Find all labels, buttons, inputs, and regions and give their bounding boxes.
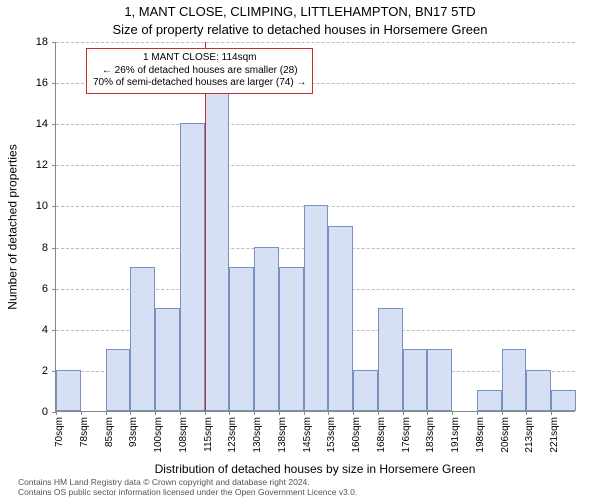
x-tick [526,411,527,415]
x-tick [56,411,57,415]
x-axis-title: Distribution of detached houses by size … [55,462,575,476]
x-tick-label: 115sqm [203,417,214,452]
x-tick-label: 153sqm [326,417,337,453]
chart-title-main: 1, MANT CLOSE, CLIMPING, LITTLEHAMPTON, … [0,4,600,19]
histogram-bar [328,226,353,411]
x-tick [155,411,156,415]
histogram-bar [279,267,304,411]
x-tick-label: 198sqm [475,417,486,453]
y-tick-label: 6 [42,283,56,295]
x-tick [304,411,305,415]
histogram-bar [427,349,452,411]
y-tick-label: 12 [36,159,56,171]
histogram-bar [477,390,502,411]
histogram-bar [155,308,180,411]
footer-line-2: Contains OS public sector information li… [18,488,357,498]
x-tick [378,411,379,415]
x-tick [551,411,552,415]
x-tick [403,411,404,415]
x-tick [180,411,181,415]
x-tick-label: 221sqm [549,417,560,453]
y-tick-label: 4 [42,324,56,336]
annotation-line-3: 70% of semi-detached houses are larger (… [93,77,306,90]
histogram-bar [502,349,527,411]
annotation-line-2: ← 26% of detached houses are smaller (28… [93,65,306,78]
histogram-bar [180,123,205,411]
x-tick [328,411,329,415]
x-tick-label: 85sqm [104,417,115,447]
x-tick [205,411,206,415]
y-tick-label: 2 [42,365,56,377]
x-tick-label: 108sqm [178,417,189,453]
x-tick-label: 100sqm [153,417,164,453]
x-tick-label: 70sqm [54,417,65,447]
gridline-h [56,124,575,125]
histogram-bar [229,267,254,411]
y-tick-label: 18 [36,36,56,48]
x-tick [279,411,280,415]
x-tick-label: 168sqm [376,417,387,453]
x-tick-label: 123sqm [227,417,238,453]
x-tick [477,411,478,415]
reference-line [205,42,206,411]
x-tick-label: 145sqm [302,417,313,453]
x-tick [229,411,230,415]
annotation-box: 1 MANT CLOSE: 114sqm ← 26% of detached h… [86,48,313,94]
y-axis-title-text: Number of detached properties [6,144,20,309]
x-tick [254,411,255,415]
x-tick [427,411,428,415]
gridline-h [56,42,575,43]
x-tick-label: 206sqm [500,417,511,453]
x-tick-label: 176sqm [401,417,412,453]
y-axis-title: Number of detached properties [6,42,20,412]
y-tick-label: 8 [42,242,56,254]
x-tick-label: 93sqm [128,417,139,447]
histogram-bar [526,370,551,411]
gridline-h [56,165,575,166]
chart-title-sub: Size of property relative to detached ho… [0,22,600,37]
x-tick-label: 138sqm [277,417,288,453]
x-tick [81,411,82,415]
histogram-bar [304,205,329,411]
histogram-bar [353,370,378,411]
x-tick [502,411,503,415]
histogram-plot: 02468101214161870sqm78sqm85sqm93sqm100sq… [55,42,575,412]
histogram-bar [378,308,403,411]
x-tick [106,411,107,415]
histogram-bar [106,349,131,411]
annotation-line-1: 1 MANT CLOSE: 114sqm [93,52,306,65]
histogram-bar [551,390,576,411]
histogram-bar [403,349,428,411]
x-tick-label: 183sqm [425,417,436,453]
x-tick [452,411,453,415]
y-tick-label: 16 [36,77,56,89]
histogram-bar [205,82,230,411]
attribution-footer: Contains HM Land Registry data © Crown c… [18,478,357,498]
x-tick-label: 130sqm [252,417,263,453]
histogram-bar [254,247,279,411]
x-tick [130,411,131,415]
x-tick-label: 191sqm [450,417,461,453]
x-tick-label: 78sqm [79,417,90,447]
y-tick-label: 10 [36,200,56,212]
x-tick-label: 160sqm [351,417,362,453]
y-tick-label: 14 [36,118,56,130]
x-tick-label: 213sqm [524,417,535,453]
x-tick [353,411,354,415]
histogram-bar [56,370,81,411]
histogram-bar [130,267,155,411]
